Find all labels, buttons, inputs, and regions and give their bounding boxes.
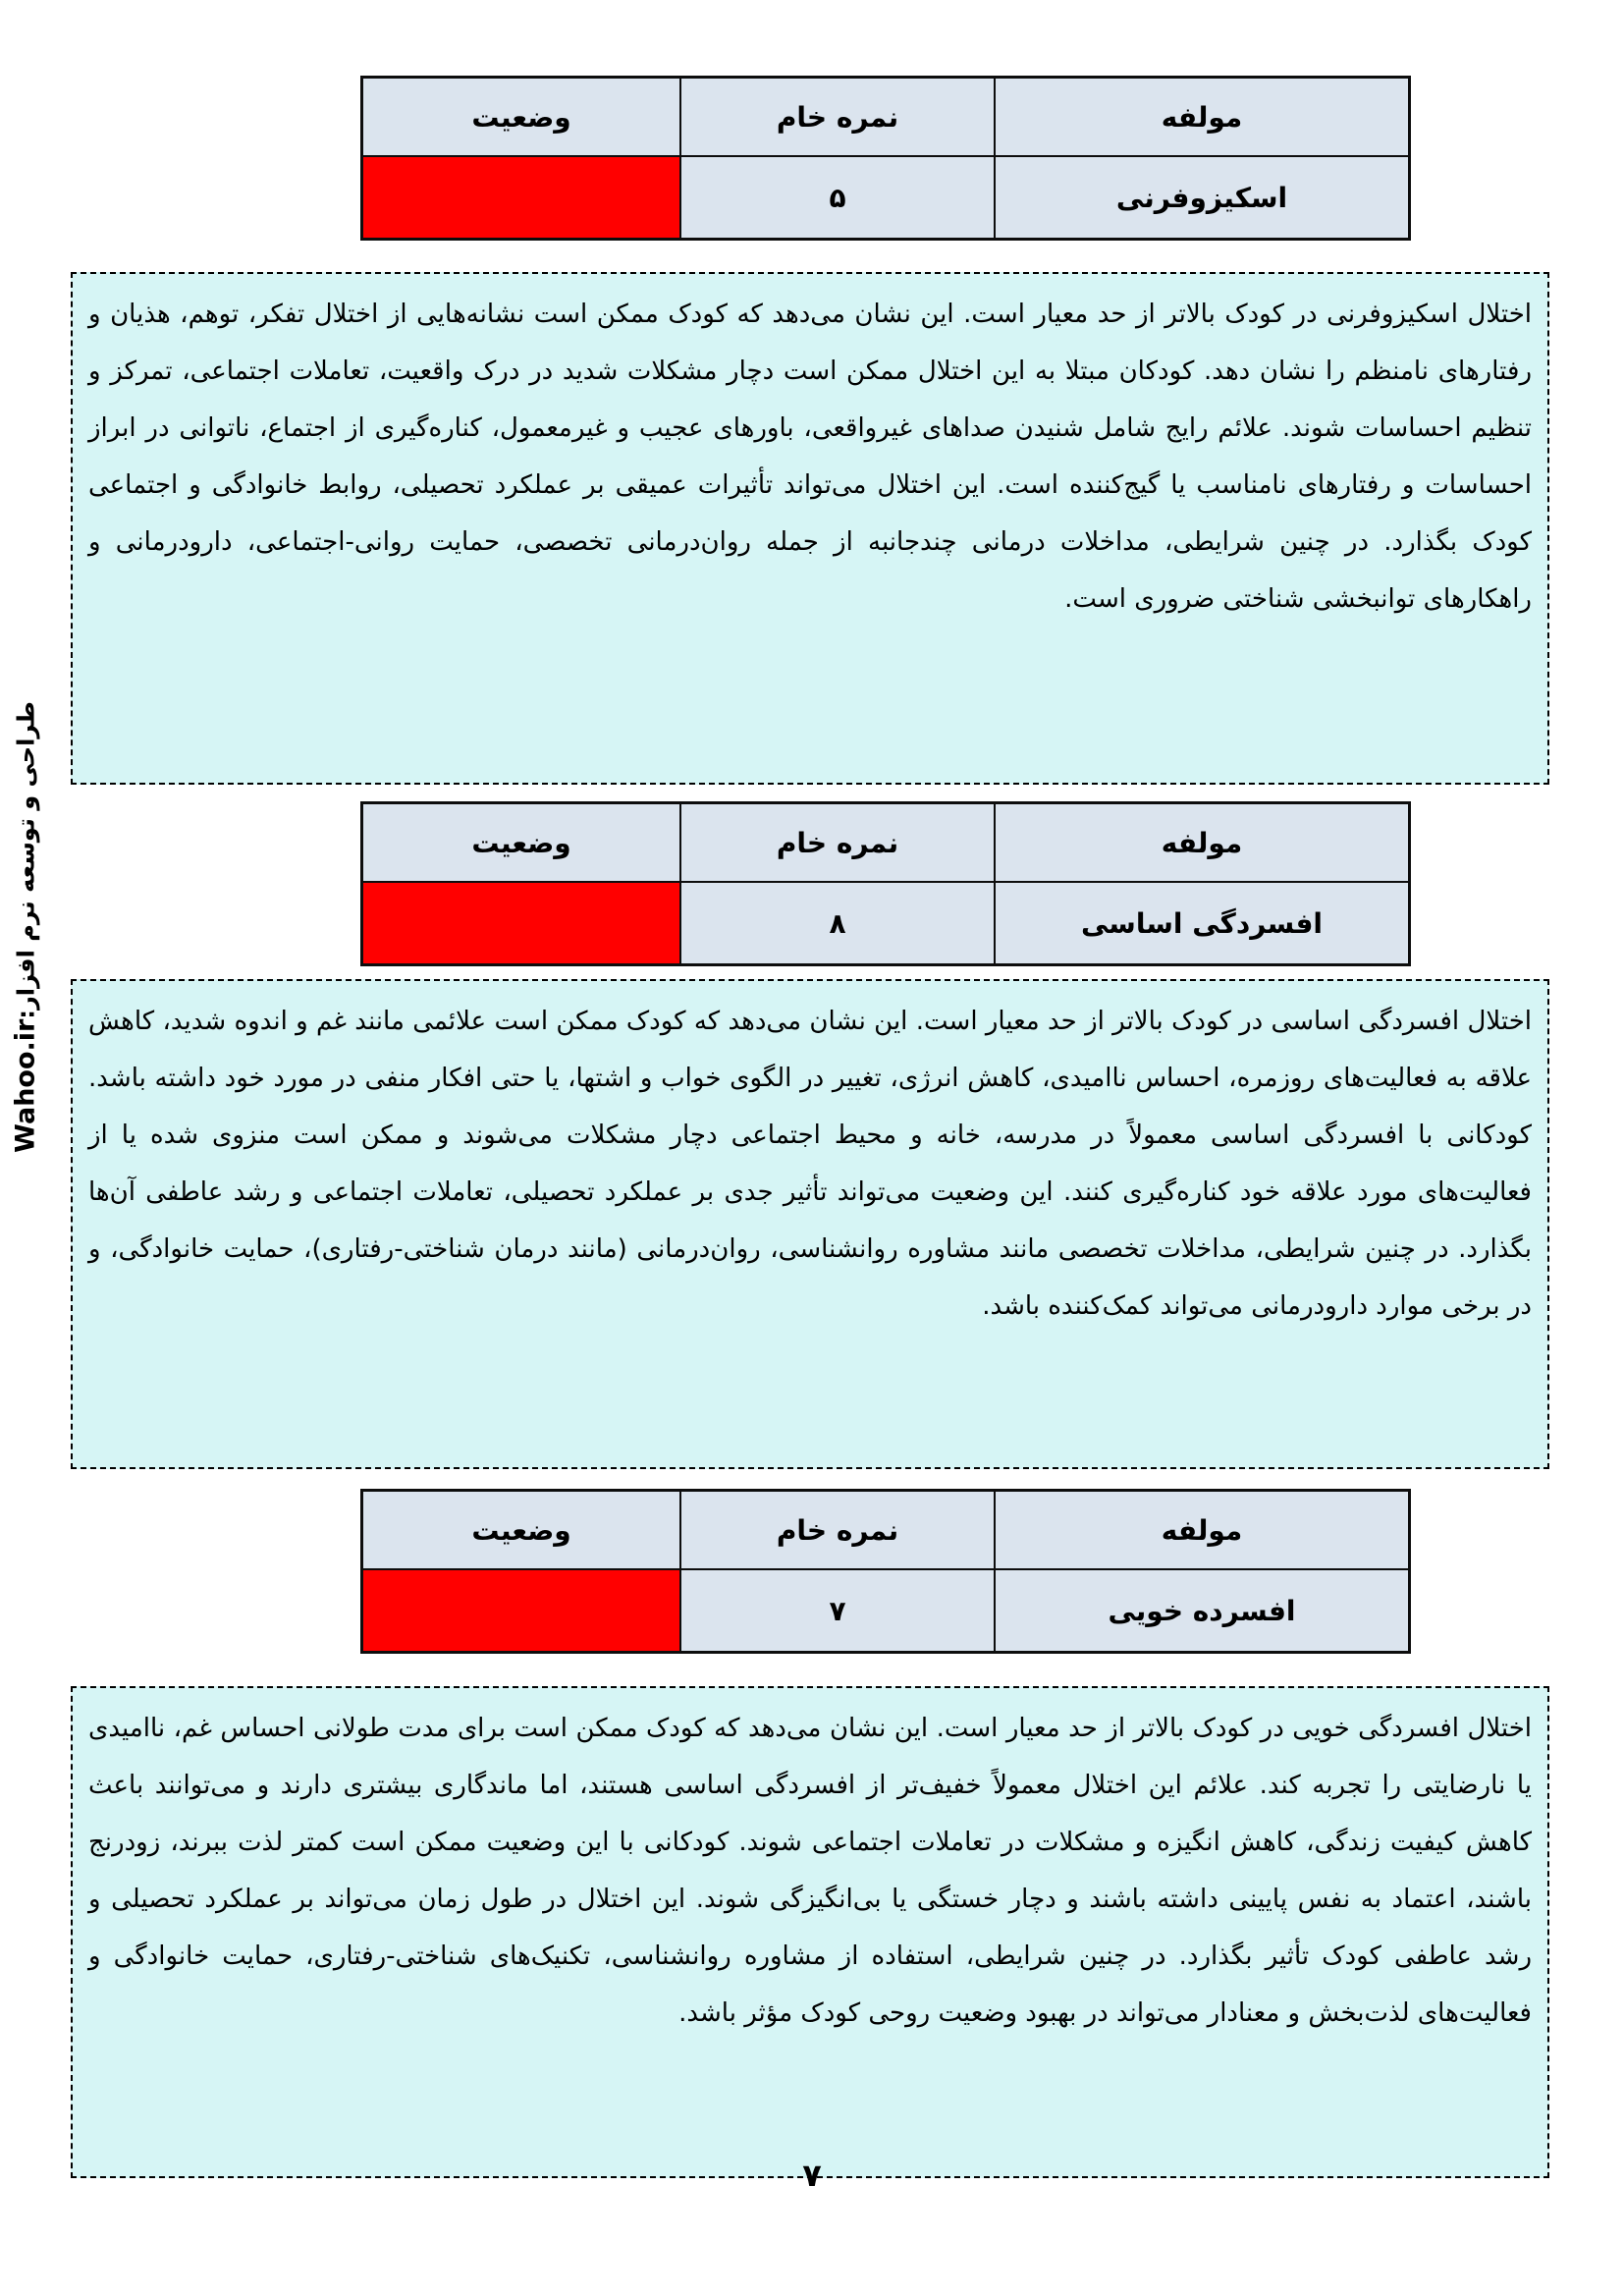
component-cell: اسکیزوفرنی: [994, 155, 1411, 241]
description-text: اختلال افسردگی خویی در کودک بالاتر از حد…: [88, 1714, 1532, 2028]
raw-score-cell: ۵: [679, 155, 996, 241]
description-note-schizophrenia: اختلال اسکیزوفرنی در کودک بالاتر از حد م…: [71, 272, 1549, 785]
description-note-major-depression: اختلال افسردگی اساسی در کودک بالاتر از ح…: [71, 979, 1549, 1469]
raw-score-header: نمره خام: [679, 801, 996, 883]
component-cell: افسرده خویی: [994, 1568, 1411, 1654]
developer-credit: طراحی و توسعه نرم افزار:Wahoo.ir: [11, 701, 41, 1194]
component-header: مولفه: [994, 1489, 1411, 1570]
status-header: وضعیت: [360, 76, 681, 157]
table-row: افسرده خویی ۷: [360, 1568, 1411, 1654]
raw-score-cell: ۸: [679, 881, 996, 966]
status-header: وضعیت: [360, 1489, 681, 1570]
component-header: مولفه: [994, 801, 1411, 883]
table-header-row: مولفه نمره خام وضعیت: [360, 76, 1411, 157]
component-cell: افسردگی اساسی: [994, 881, 1411, 966]
score-table-dysthymia: مولفه نمره خام وضعیت افسرده خویی ۷: [360, 1489, 1411, 1654]
description-text: اختلال اسکیزوفرنی در کودک بالاتر از حد م…: [88, 300, 1532, 614]
raw-score-header: نمره خام: [679, 1489, 996, 1570]
status-cell: [360, 1568, 681, 1654]
brand-name: Wahoo.ir: [10, 1018, 41, 1153]
table-row: افسردگی اساسی ۸: [360, 881, 1411, 966]
table-header-row: مولفه نمره خام وضعیت: [360, 801, 1411, 883]
status-cell: [360, 155, 681, 241]
description-text: اختلال افسردگی اساسی در کودک بالاتر از ح…: [88, 1007, 1532, 1321]
status-cell: [360, 881, 681, 966]
table-header-row: مولفه نمره خام وضعیت: [360, 1489, 1411, 1570]
description-note-dysthymia: اختلال افسردگی خویی در کودک بالاتر از حد…: [71, 1686, 1549, 2178]
score-table-major-depression: مولفه نمره خام وضعیت افسردگی اساسی ۸: [360, 801, 1411, 966]
developer-credit-label: طراحی و توسعه نرم افزار:: [12, 701, 40, 1019]
score-table-schizophrenia: مولفه نمره خام وضعیت اسکیزوفرنی ۵: [360, 76, 1411, 241]
status-header: وضعیت: [360, 801, 681, 883]
raw-score-header: نمره خام: [679, 76, 996, 157]
page-number: ۷: [802, 2157, 822, 2194]
component-header: مولفه: [994, 76, 1411, 157]
raw-score-cell: ۷: [679, 1568, 996, 1654]
table-row: اسکیزوفرنی ۵: [360, 155, 1411, 241]
